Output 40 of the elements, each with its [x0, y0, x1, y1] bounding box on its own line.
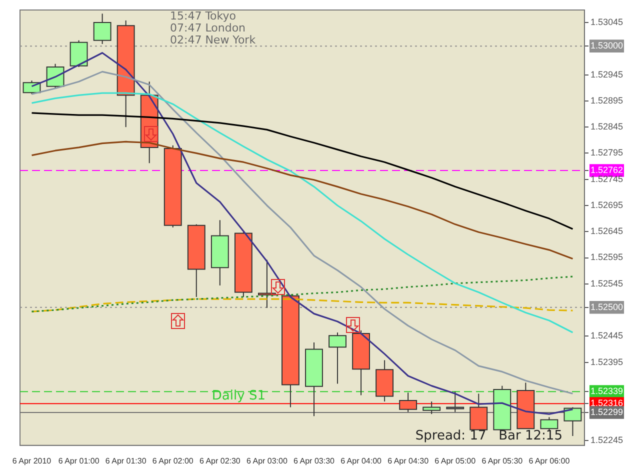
x-tick-label: 6 Apr 03:00: [246, 456, 288, 466]
y-tick-label: 1.52762: [590, 164, 624, 175]
y-tick-label: 1.52545: [590, 278, 624, 288]
y-tick-label: 1.52945: [590, 69, 624, 80]
annotation: 15:47 Tokyo: [170, 9, 236, 22]
y-tick-label: 1.52316: [590, 398, 624, 408]
y-tick-label: 1.52745: [590, 174, 624, 184]
line-series: [30, 276, 574, 312]
x-tick-label: 6 Apr 05:30: [482, 456, 524, 466]
y-tick-label: 1.52339: [590, 386, 624, 396]
y-tick-label: 1.52245: [590, 435, 624, 446]
x-tick-label: 6 Apr 03:30: [294, 456, 336, 466]
candlestick: [93, 13, 112, 44]
line-series: [30, 298, 574, 312]
annotation: Spread: 17 Bar 12:15: [415, 428, 562, 444]
y-tick-label: 1.53045: [590, 17, 624, 28]
y-tick-label: 1.52445: [590, 330, 624, 341]
x-tick-label: 6 Apr 06:00: [528, 456, 570, 466]
x-tick-label: 6 Apr 01:30: [105, 456, 147, 466]
x-tick-label: 6 Apr 02:30: [199, 456, 241, 466]
x-tick-label: 6 Apr 04:00: [340, 456, 382, 466]
y-tick-label: 1.52845: [590, 122, 624, 132]
x-tick-label: 6 Apr 05:00: [434, 456, 476, 466]
x-tick-label: 6 Apr 02:00: [152, 456, 194, 466]
y-tick-label: 1.52645: [590, 226, 624, 236]
ref-line-label: Daily S1: [212, 388, 266, 404]
annotation: 02:47 New York: [170, 33, 256, 46]
y-tick-label: 1.52500: [590, 302, 624, 312]
x-tick-label: 6 Apr 01:00: [58, 456, 100, 466]
y-tick-label: 1.52299: [590, 406, 624, 417]
candlestick: [470, 393, 488, 430]
x-tick-label: 6 Apr 04:30: [388, 456, 430, 466]
y-tick-label: 1.52395: [590, 356, 624, 367]
y-tick-label: 1.53000: [590, 40, 624, 51]
y-tick-label: 1.52595: [590, 252, 624, 262]
x-tick-label: 6 Apr 2010: [12, 456, 52, 466]
y-tick-label: 1.52895: [590, 95, 624, 106]
y-tick-label: 1.52695: [590, 200, 624, 210]
y-tick-label: 1.52795: [590, 148, 624, 158]
annotation: 07:47 London: [170, 21, 246, 34]
